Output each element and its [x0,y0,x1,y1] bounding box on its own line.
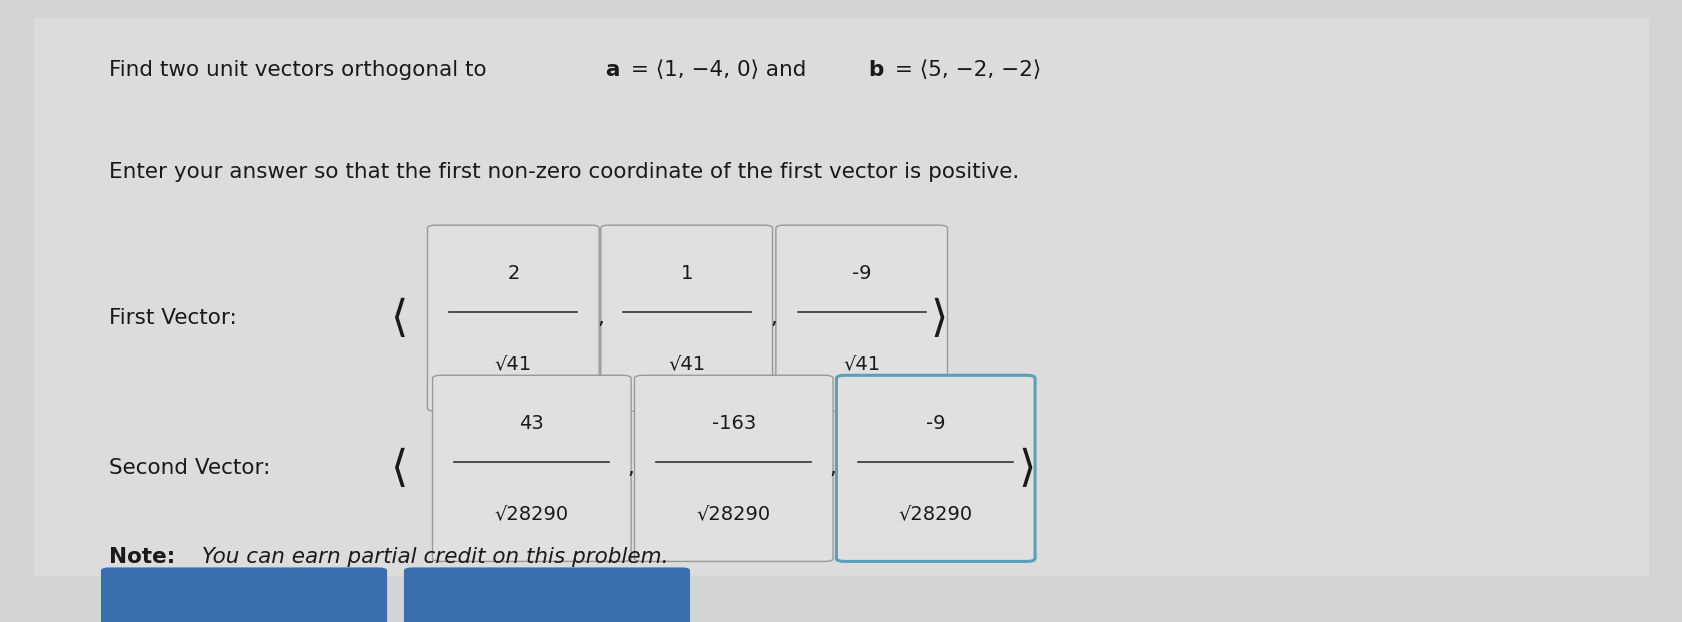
Text: ⟨: ⟨ [390,297,407,340]
Text: Second Vector:: Second Vector: [109,458,271,478]
Text: ⟩: ⟩ [1018,447,1034,490]
FancyBboxPatch shape [427,225,599,411]
Text: = ⟨5, −2, −2⟩: = ⟨5, −2, −2⟩ [888,60,1041,80]
Text: -9: -9 [925,414,945,433]
Text: ⟨: ⟨ [390,447,407,490]
Text: Note:: Note: [109,547,175,567]
Text: Enter your answer so that the first non-zero coordinate of the first vector is p: Enter your answer so that the first non-… [109,162,1019,182]
FancyBboxPatch shape [600,225,772,411]
FancyBboxPatch shape [775,225,947,411]
Text: 43: 43 [520,414,543,433]
Text: √28290: √28290 [495,504,569,523]
Text: √41: √41 [495,354,532,373]
FancyBboxPatch shape [432,375,631,562]
Text: √41: √41 [668,354,705,373]
Text: √41: √41 [843,354,880,373]
Text: √28290: √28290 [898,504,972,523]
Text: = ⟨1, −4, 0⟩ and: = ⟨1, −4, 0⟩ and [624,60,812,80]
Text: ,: , [627,458,634,478]
Text: ,: , [597,309,604,328]
Text: ,: , [770,309,777,328]
Text: Find two unit vectors orthogonal to: Find two unit vectors orthogonal to [109,60,493,80]
FancyBboxPatch shape [836,375,1034,562]
Text: -9: -9 [851,264,871,283]
Text: 1: 1 [680,264,693,283]
FancyBboxPatch shape [404,567,690,622]
FancyBboxPatch shape [101,567,387,622]
FancyBboxPatch shape [634,375,833,562]
Text: b: b [868,60,883,80]
Text: a: a [606,60,619,80]
Text: First Vector:: First Vector: [109,309,237,328]
Text: -163: -163 [711,414,755,433]
Text: 2: 2 [506,264,520,283]
Text: ⟩: ⟩ [930,297,947,340]
FancyBboxPatch shape [34,18,1648,577]
Text: You can earn partial credit on this problem.: You can earn partial credit on this prob… [195,547,668,567]
Text: ,: , [829,458,836,478]
Text: √28290: √28290 [696,504,770,523]
